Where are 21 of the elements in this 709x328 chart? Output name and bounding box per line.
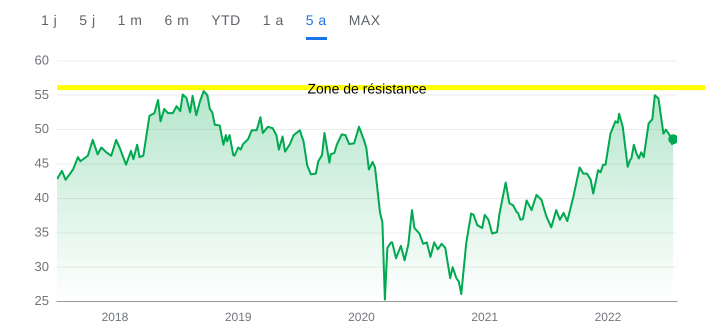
text: 1 m — [118, 11, 142, 30]
y-tick-label: 60 — [34, 52, 49, 68]
x-tick-label: 2021 — [471, 310, 498, 324]
x-tick-label: 2018 — [102, 310, 129, 324]
x-tick-label: 2022 — [594, 310, 622, 324]
x-tick-label: 2019 — [224, 310, 252, 324]
y-tick-label: 35 — [34, 224, 49, 240]
text: MAX — [348, 11, 381, 30]
text: 5 a — [306, 10, 327, 40]
y-tick-label: 25 — [34, 293, 49, 308]
x-tick-label: 2020 — [348, 310, 376, 324]
text: YTD — [211, 11, 241, 30]
text: 6 m — [164, 11, 190, 30]
text: 5 j — [79, 11, 96, 30]
text: 1 j — [41, 11, 58, 30]
y-tick-label: 40 — [34, 190, 49, 205]
y-tick-label: 50 — [34, 121, 49, 136]
y-tick-label: 55 — [34, 86, 49, 102]
y-tick-label: 30 — [34, 258, 49, 274]
y-tick-label: 45 — [34, 156, 49, 171]
text: 1 a — [262, 11, 284, 30]
